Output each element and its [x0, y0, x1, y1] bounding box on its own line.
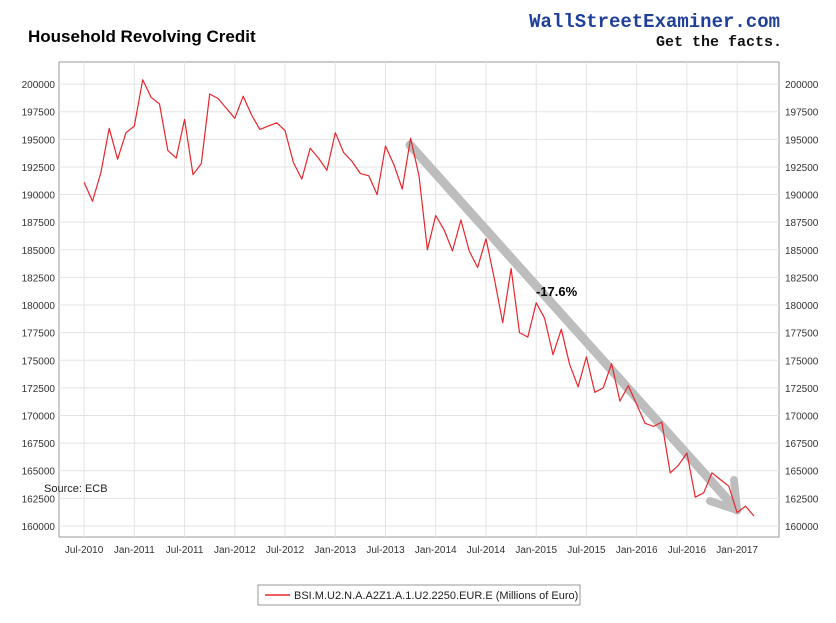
x-tick-label: Jan-2014: [415, 545, 457, 556]
brand-logo-text: WallStreetExaminer.com: [529, 11, 780, 33]
y-tick-label-right: 180000: [785, 301, 819, 312]
y-tick-label-left: 195000: [22, 135, 56, 146]
y-tick-label-right: 162500: [785, 494, 819, 505]
grid-layer: [59, 62, 779, 537]
y-tick-label-left: 165000: [22, 467, 56, 478]
x-tick-label: Jan-2011: [114, 545, 155, 556]
y-tick-label-left: 182500: [22, 273, 56, 284]
y-tick-label-right: 172500: [785, 384, 819, 395]
y-tick-label-right: 192500: [785, 163, 819, 174]
series-line: [83, 79, 755, 517]
y-axis-left: 160000 162500 165000 167500 170000 172500 1750…: [22, 80, 56, 533]
y-tick-label-left: 170000: [22, 411, 56, 422]
x-tick-label: Jan-2016: [616, 545, 658, 556]
x-tick-label: Jul-2011: [166, 545, 204, 556]
y-tick-label-left: 162500: [22, 494, 56, 505]
y-tick-label-right: 197500: [785, 108, 819, 119]
x-tick-label: Jul-2016: [668, 545, 707, 556]
y-tick-label-right: 195000: [785, 135, 819, 146]
y-tick-label-left: 180000: [22, 301, 56, 312]
y-tick-label-right: 177500: [785, 329, 819, 340]
source-note: Source: ECB: [44, 483, 108, 495]
trend-arrow-head-right: [706, 497, 741, 514]
y-tick-label-left: 192500: [22, 163, 56, 174]
plot-area: [58, 61, 780, 538]
legend-label: BSI.M.U2.N.A.A2Z1.A.1.U2.2250.EUR.E (Mil…: [294, 590, 578, 602]
y-tick-label-right: 160000: [785, 522, 819, 533]
brand-tagline: Get the facts.: [656, 34, 782, 51]
x-tick-label: Jul-2014: [467, 545, 506, 556]
annotation-percent-change: -17.6%: [536, 284, 578, 299]
x-tick-label: Jul-2012: [266, 545, 305, 556]
y-tick-label-left: 200000: [22, 80, 56, 91]
y-tick-label-right: 167500: [785, 439, 819, 450]
trend-arrow-head-left: [730, 476, 741, 514]
y-tick-label-right: 190000: [785, 191, 819, 202]
x-tick-label: Jan-2013: [314, 545, 356, 556]
y-tick-label-right: 165000: [785, 467, 819, 478]
y-tick-label-right: 182500: [785, 273, 819, 284]
legend: BSI.M.U2.N.A.A2Z1.A.1.U2.2250.EUR.E (Mil…: [257, 584, 581, 606]
y-tick-label-left: 187500: [22, 218, 56, 229]
trend-arrow-shaft: [405, 140, 742, 515]
y-tick-label-left: 175000: [22, 356, 56, 367]
x-tick-label: Jan-2017: [716, 545, 758, 556]
y-axis-right: 160000 162500 165000 167500 170000 172500 1750…: [785, 80, 819, 533]
x-axis: Jul-2010 Jan-2011 Jul-2011 Jan-2012 Jul-2012…: [65, 545, 758, 556]
y-tick-label-left: 177500: [22, 329, 56, 340]
legend-box: [257, 584, 581, 606]
x-tick-label: Jul-2013: [366, 545, 405, 556]
y-tick-label-left: 190000: [22, 191, 56, 202]
y-tick-label-right: 200000: [785, 80, 819, 91]
y-tick-label-right: 187500: [785, 218, 819, 229]
y-tick-label-right: 185000: [785, 246, 819, 257]
chart-title: Household Revolving Credit: [28, 27, 256, 46]
x-tick-label: Jan-2015: [515, 545, 557, 556]
y-tick-label-left: 185000: [22, 246, 56, 257]
y-tick-label-left: 167500: [22, 439, 56, 450]
y-tick-label-left: 197500: [22, 108, 56, 119]
y-tick-label-left: 172500: [22, 384, 56, 395]
x-tick-label: Jul-2010: [65, 545, 104, 556]
series-layer: [83, 79, 755, 517]
trend-arrow: [405, 140, 742, 515]
y-tick-label-right: 170000: [785, 411, 819, 422]
y-tick-label-left: 160000: [22, 522, 56, 533]
y-tick-label-right: 175000: [785, 356, 819, 367]
x-tick-label: Jul-2015: [567, 545, 606, 556]
x-tick-label: Jan-2012: [214, 545, 256, 556]
